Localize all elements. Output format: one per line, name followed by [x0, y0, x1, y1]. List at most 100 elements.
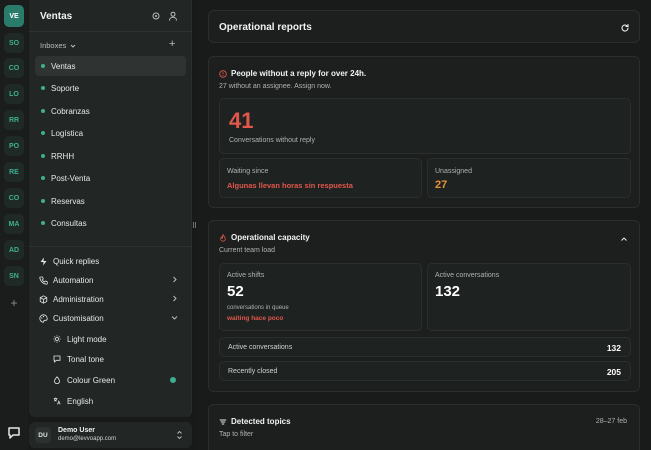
inbox-label: Soporte: [51, 83, 80, 93]
workspace-ad[interactable]: AD: [4, 240, 24, 260]
refresh-icon[interactable]: [620, 23, 630, 33]
no-reply-subtitle: 27 without an assignee. Assign now.: [219, 83, 332, 90]
workspace-re[interactable]: RE: [4, 162, 24, 182]
inbox-cobranzas[interactable]: Cobranzas: [35, 101, 186, 121]
page-title: Operational reports: [219, 22, 312, 33]
sidebar: Ventas Inboxes + Ventas Soporte Cobranza…: [29, 0, 192, 417]
palette-icon: [39, 313, 48, 323]
status-dot: [41, 154, 45, 158]
user-menu[interactable]: DU Demo User demo@levvoapp.com: [29, 422, 192, 448]
no-reply-count: 41: [229, 108, 254, 133]
workspace-so[interactable]: SO: [4, 33, 24, 53]
lightning-icon: [40, 257, 47, 265]
inboxes-dropdown[interactable]: Inboxes: [40, 41, 76, 50]
workspace-co-2[interactable]: CO: [4, 188, 24, 208]
option-label: Colour Green: [67, 375, 116, 385]
shifts-label: Active shifts: [227, 272, 265, 279]
workspace-ve[interactable]: VE: [4, 5, 24, 27]
no-reply-count-label: Conversations without reply: [229, 137, 315, 144]
inbox-label: Reservas: [51, 196, 85, 206]
unassigned-value: 27: [435, 179, 448, 191]
unassigned-box[interactable]: Unassigned 27: [427, 158, 631, 198]
card-title-text: Operational capacity: [231, 233, 310, 242]
no-reply-card: People without a reply for over 24h. 27 …: [208, 56, 640, 208]
menu-quick-replies[interactable]: Quick replies: [35, 252, 186, 270]
no-reply-count-box[interactable]: 41 Conversations without reply: [219, 98, 631, 154]
user-email: demo@levvoapp.com: [58, 436, 117, 442]
inbox-label: Cobranzas: [51, 106, 90, 116]
sun-icon: [53, 335, 61, 343]
status-dot: [41, 131, 45, 135]
divider: [29, 31, 192, 32]
inbox-label: Ventas: [51, 61, 76, 71]
option-label: English: [67, 396, 94, 406]
inbox-post-venta[interactable]: Post-Venta: [35, 168, 186, 188]
phone-icon: [39, 276, 48, 285]
workspace-sn[interactable]: SN: [4, 266, 24, 286]
workspace-rail: VE SO CO LO RR PO RE CO MA AD SN +: [0, 0, 28, 450]
workspace-po[interactable]: PO: [4, 136, 24, 156]
chevron-right-icon: [173, 276, 177, 283]
option-language[interactable]: English: [53, 392, 186, 410]
menu-automation[interactable]: Automation: [35, 271, 186, 289]
menu-administration[interactable]: Administration: [35, 290, 186, 308]
inbox-logistica[interactable]: Logística: [35, 123, 186, 143]
inbox-label: Consultas: [51, 218, 87, 228]
inbox-consultas[interactable]: Consultas: [35, 213, 186, 233]
status-dot: [41, 109, 45, 113]
menu-label: Automation: [53, 275, 94, 285]
avatar: DU: [35, 427, 51, 443]
menu-customisation[interactable]: Customisation: [35, 309, 186, 327]
inbox-ventas[interactable]: Ventas: [35, 56, 186, 76]
card-title-text: People without a reply for over 24h.: [231, 69, 367, 78]
workspace-co[interactable]: CO: [4, 58, 24, 78]
inbox-reservas[interactable]: Reservas: [35, 191, 186, 211]
option-light-mode[interactable]: Light mode: [53, 330, 186, 348]
workspace-ma[interactable]: MA: [4, 214, 24, 234]
workspace-rr[interactable]: RR: [4, 110, 24, 130]
capacity-title: Operational capacity: [219, 233, 310, 242]
chevron-down-icon: [171, 316, 178, 320]
option-label: Light mode: [67, 334, 107, 344]
row-value: 132: [606, 343, 621, 353]
active-shifts-box: Active shifts 52 conversations in queue …: [219, 263, 422, 331]
add-workspace-button[interactable]: +: [10, 296, 18, 310]
option-label: Tonal tone: [67, 354, 104, 364]
option-tonal-tone[interactable]: Tonal tone: [53, 350, 186, 368]
topics-card: Detected topics 28–27 feb Tap to filter: [208, 404, 640, 450]
unassigned-label: Unassigned: [435, 168, 472, 175]
inbox-label: Post-Venta: [51, 173, 91, 183]
row-value: 205: [606, 367, 621, 377]
inbox-rrhh[interactable]: RRHH: [35, 146, 186, 166]
row-label: Active conversations: [228, 344, 293, 351]
inbox-label: RRHH: [51, 151, 75, 161]
gear-icon[interactable]: [151, 11, 161, 21]
card-title-text: Detected topics: [231, 417, 291, 426]
cube-icon: [39, 294, 48, 304]
resize-handle[interactable]: [193, 222, 196, 228]
row-label: Recently closed: [228, 368, 278, 375]
divider: [29, 246, 192, 247]
status-dot: [41, 176, 45, 180]
workspace-lo[interactable]: LO: [4, 84, 24, 104]
translate-icon: [53, 397, 61, 405]
user-name: Demo User: [58, 427, 95, 434]
waiting-value: Algunas llevan horas sin respuesta: [227, 181, 353, 190]
chevron-right-icon: [173, 295, 177, 302]
no-reply-title: People without a reply for over 24h.: [219, 69, 366, 78]
inbox-soporte[interactable]: Soporte: [35, 78, 186, 98]
queue-label: conversations in queue: [227, 305, 289, 311]
menu-label: Customisation: [53, 313, 104, 323]
chevron-up-icon[interactable]: [620, 235, 628, 243]
inboxes-label: Inboxes: [40, 41, 67, 50]
status-dot: [41, 86, 45, 90]
waiting-label: Waiting since: [227, 168, 269, 175]
user-icon[interactable]: [168, 11, 178, 21]
add-inbox-button[interactable]: +: [169, 38, 176, 50]
capacity-subtitle: Current team load: [219, 247, 276, 254]
status-dot: [41, 64, 45, 68]
option-colour[interactable]: Colour Green: [53, 371, 186, 389]
capacity-card: Operational capacity Current team load A…: [208, 220, 640, 392]
status-dot: [41, 199, 45, 203]
chat-icon[interactable]: [7, 426, 21, 440]
